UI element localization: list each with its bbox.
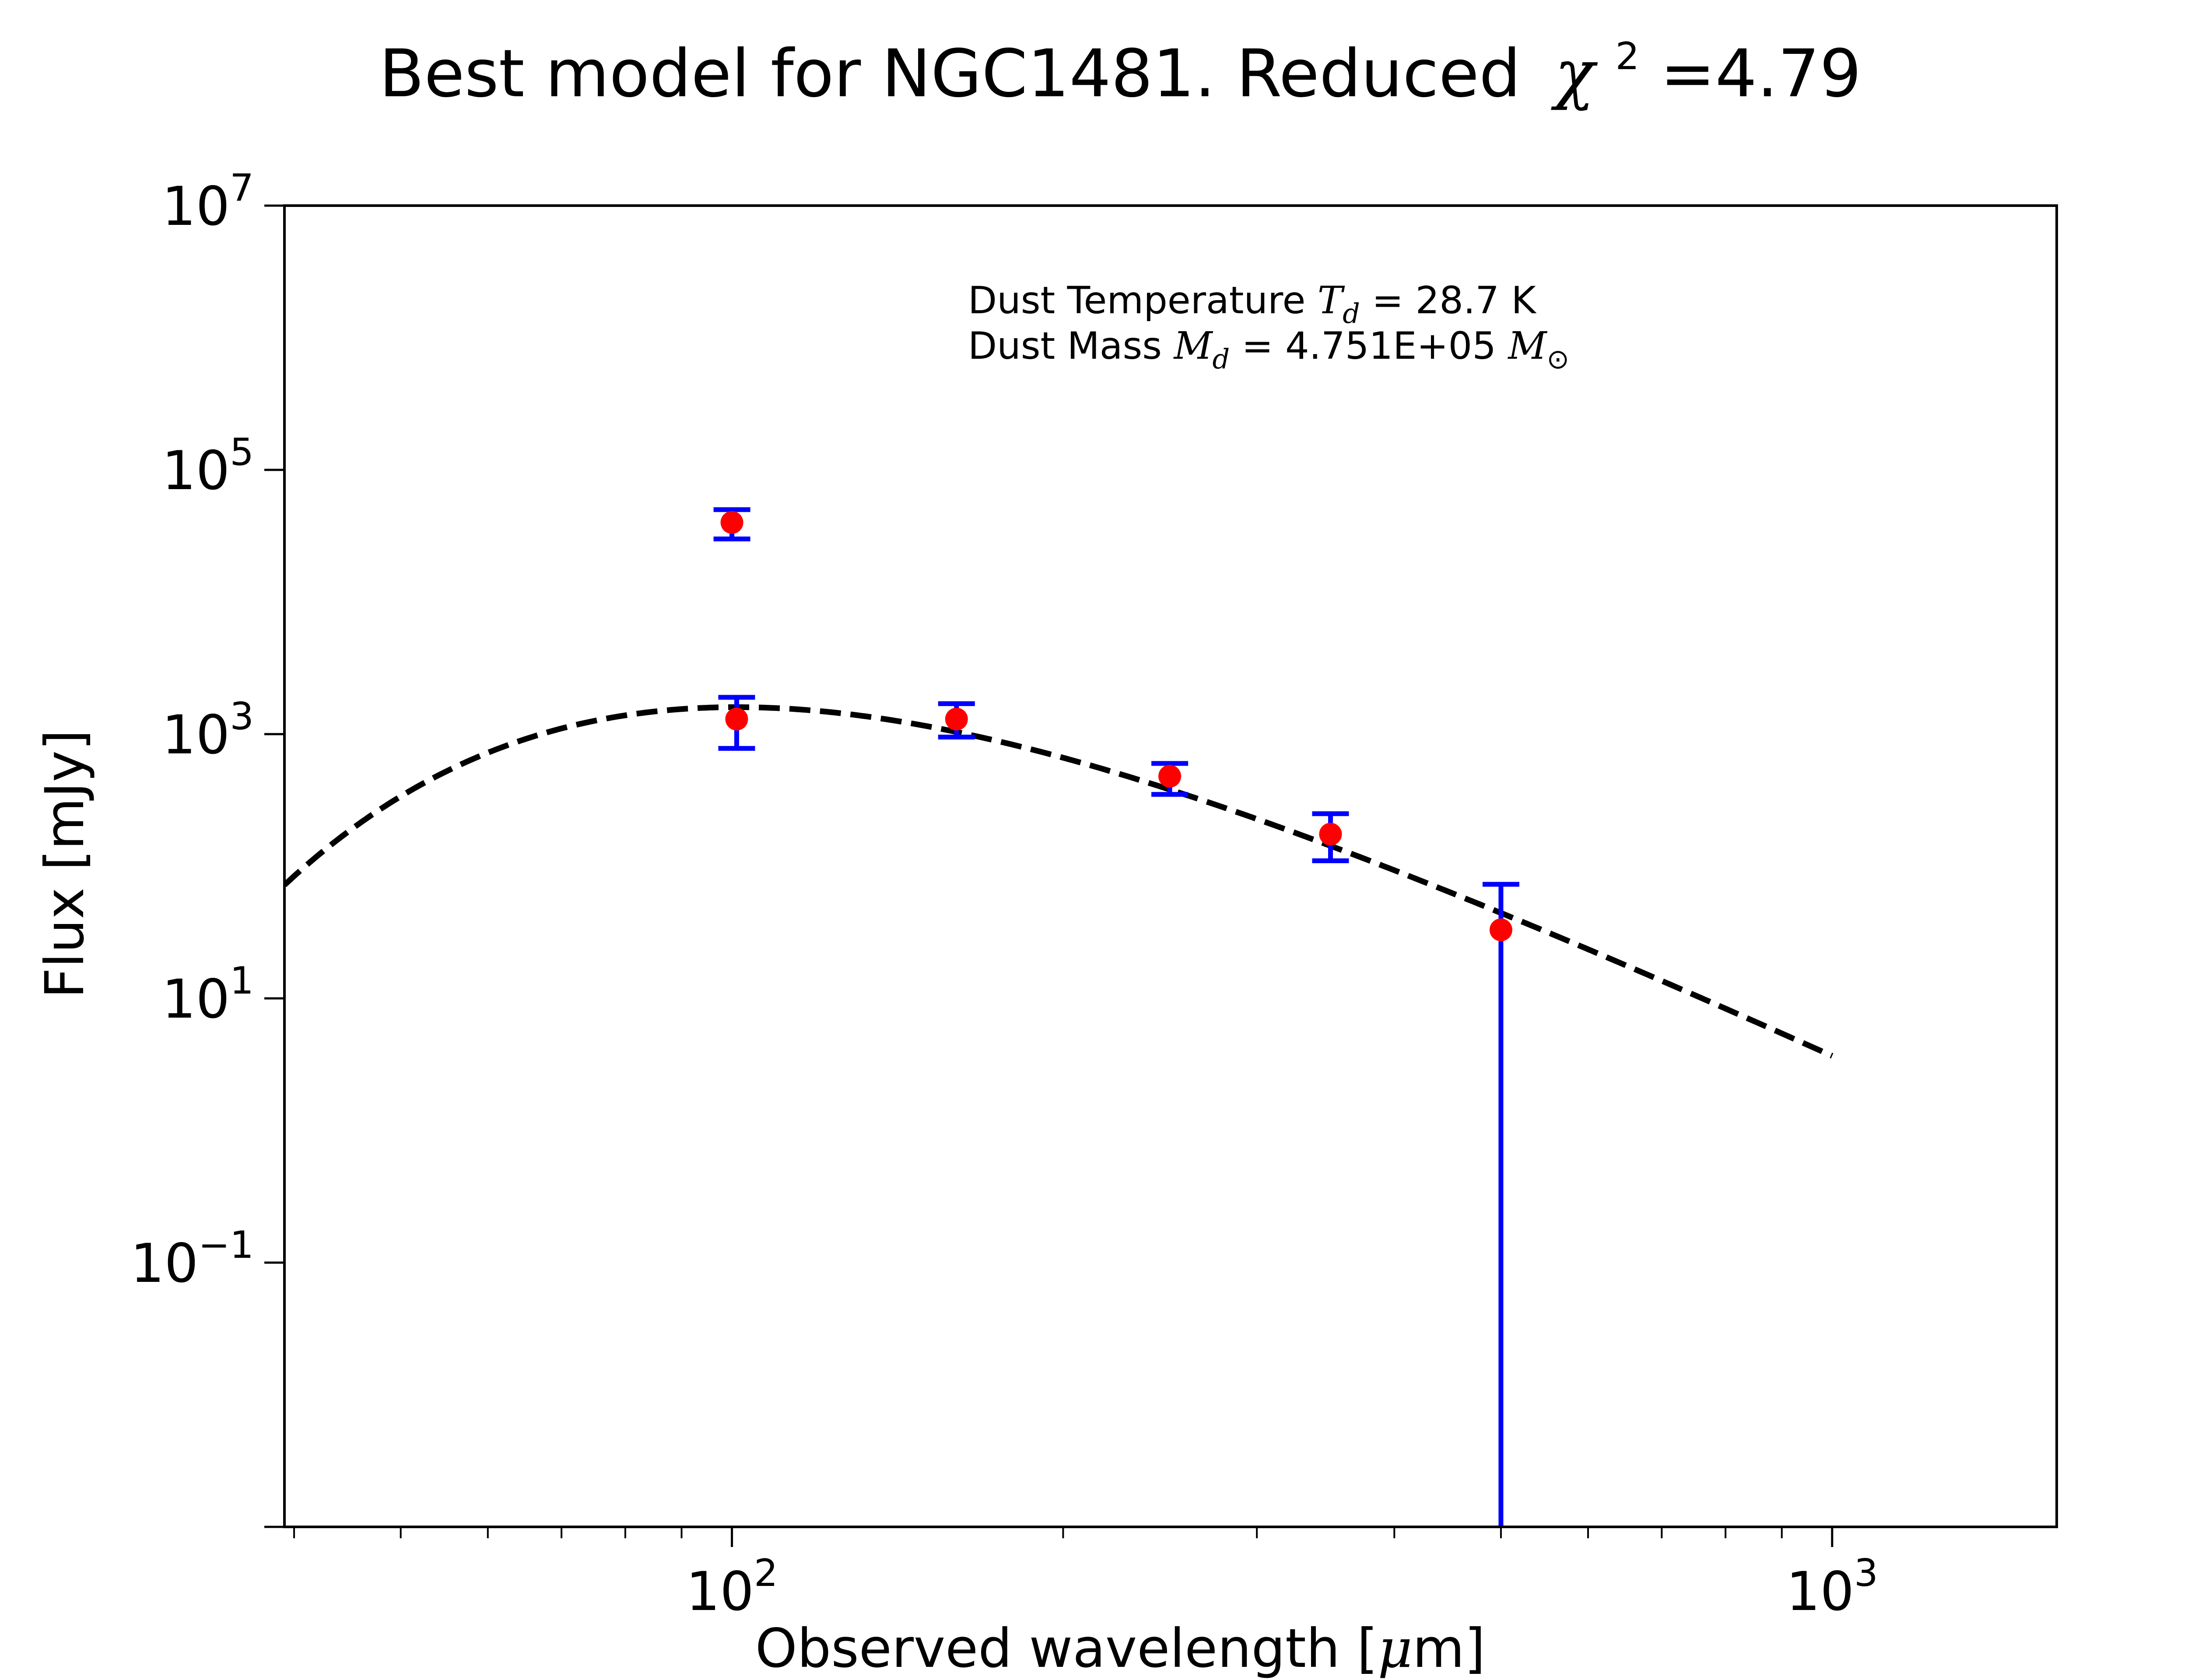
data-point-4	[1319, 822, 1342, 846]
y-tick-label-4: 107	[162, 166, 254, 238]
y-tick-label-3: 105	[162, 430, 254, 502]
chart-title-chi: χ	[1551, 36, 1598, 112]
plot-frame	[283, 204, 2058, 1528]
x-tick-label-1: 103	[1786, 1551, 1878, 1623]
y-axis-label: Flux [mJy]	[34, 730, 96, 999]
data-point-1	[725, 707, 748, 731]
chart-title-chi-power: 2	[1616, 35, 1640, 78]
annotation-temperature: Dust Temperature Td = 28.7 K	[968, 279, 1537, 329]
chart-title-chi-value: =4.79	[1660, 36, 1862, 112]
data-point-5	[1489, 918, 1512, 942]
y-tick-label-0: 10−1	[130, 1223, 254, 1295]
chart-title: Best model for NGC1481. Reduced χ 2 =4.7…	[379, 9, 1861, 112]
data-point-0	[720, 511, 743, 534]
data-point-3	[1158, 765, 1182, 788]
data-point-2	[945, 707, 968, 731]
y-tick-label-2: 103	[162, 695, 254, 766]
annotation-mass: Dust Mass Md = 4.751E+05 M⊙	[968, 324, 1569, 375]
x-axis-label: Observed wavelength [μm]	[755, 1617, 1486, 1680]
plot-area: 102 103 10−1 101 103 105 107	[130, 166, 2058, 1623]
x-tick-label-0: 102	[686, 1551, 778, 1623]
chart-title-main: Best model for NGC1481. Reduced	[379, 36, 1521, 112]
y-tick-label-1: 101	[162, 959, 254, 1030]
